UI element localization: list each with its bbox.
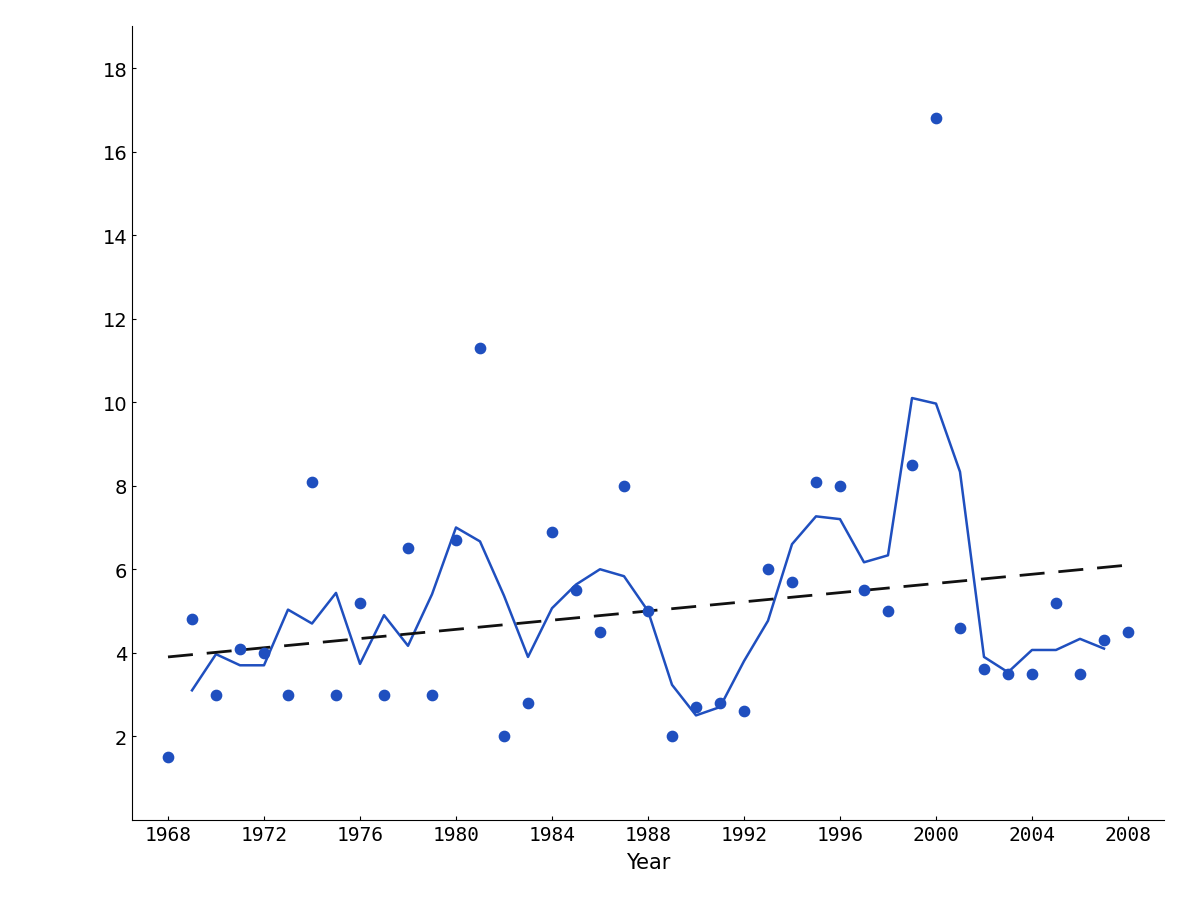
Point <box>854 583 874 598</box>
Point <box>278 688 298 702</box>
Point <box>686 700 706 714</box>
Point <box>782 575 802 589</box>
Point <box>998 667 1018 681</box>
Point <box>422 688 442 702</box>
Point <box>1094 633 1114 648</box>
Point <box>830 479 850 494</box>
Point <box>518 696 538 711</box>
Point <box>542 525 562 539</box>
Point <box>374 688 394 702</box>
Point <box>158 750 178 764</box>
Point <box>254 646 274 660</box>
Point <box>734 704 754 719</box>
Point <box>590 625 610 640</box>
Point <box>350 596 370 610</box>
Point <box>1070 667 1090 681</box>
Point <box>326 688 346 702</box>
Point <box>902 458 922 473</box>
Point <box>446 533 466 548</box>
Point <box>1022 667 1042 681</box>
Point <box>398 541 418 556</box>
Point <box>638 604 658 619</box>
Point <box>950 620 970 635</box>
Point <box>494 729 514 743</box>
Point <box>878 604 898 619</box>
X-axis label: Year: Year <box>626 852 670 872</box>
Point <box>806 475 826 489</box>
Point <box>182 612 202 627</box>
Point <box>974 662 994 677</box>
Point <box>302 475 322 489</box>
Point <box>470 342 490 356</box>
Point <box>926 112 946 127</box>
Point <box>662 729 682 743</box>
Point <box>710 696 730 711</box>
Point <box>614 479 634 494</box>
Point <box>1118 625 1138 640</box>
Point <box>758 562 778 577</box>
Point <box>566 583 586 598</box>
Point <box>1046 596 1066 610</box>
Point <box>206 688 226 702</box>
Point <box>230 641 250 656</box>
